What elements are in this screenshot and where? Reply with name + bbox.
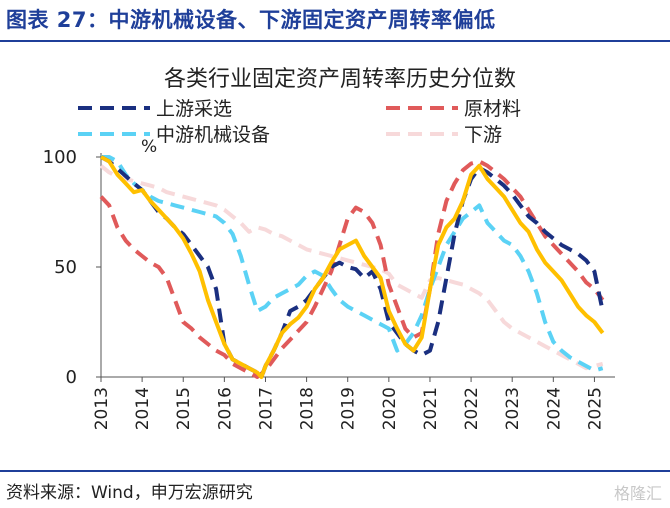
series-line-1: [100, 155, 605, 379]
figure-title: 图表 27：中游机械设备、下游固定资产周转率偏低: [6, 8, 496, 32]
turnover-percentile-chart: 各类行业固定资产周转率历史分位数 0 50 100 % 2013 2014 2015 2016 2…: [43, 67, 615, 430]
series-line-5: [100, 155, 605, 379]
y-tick-label: 100: [43, 147, 77, 168]
legend-label: 上游采选: [156, 98, 232, 120]
x-tick-label: 2017: [256, 387, 276, 430]
legend-label: 下游: [464, 124, 502, 146]
x-tick-label: 2015: [174, 387, 194, 430]
y-axis-unit: %: [141, 137, 157, 157]
x-tick-label: 2013: [92, 387, 112, 430]
x-tick-label: 2024: [544, 387, 564, 430]
legend-label: 中游机械设备: [156, 124, 270, 146]
x-tick-label: 2025: [585, 387, 605, 430]
source-divider: [0, 470, 670, 472]
watermark-text: 格隆汇: [613, 484, 662, 503]
series-line-2: [99, 159, 605, 379]
x-tick-label: 2014: [133, 387, 153, 430]
x-tick-label: 2018: [298, 387, 318, 430]
source-note: 资料来源：Wind，申万宏源研究: [6, 483, 253, 503]
x-tick-label: 2016: [215, 387, 235, 430]
series-line-3: [101, 155, 604, 373]
x-tick-label: 2020: [380, 387, 400, 430]
chart-title: 各类行业固定资产周转率历史分位数: [164, 67, 516, 92]
x-tick-label: 2022: [462, 387, 482, 430]
x-tick-label: 2023: [503, 387, 523, 430]
y-tick-label: 50: [54, 257, 77, 278]
legend-label: 原材料: [464, 98, 521, 120]
series-line-4: [99, 164, 604, 371]
x-tick-label: 2019: [339, 387, 359, 430]
title-divider: [0, 40, 670, 42]
x-tick-label: 2021: [421, 387, 441, 430]
y-tick-label: 0: [66, 367, 77, 388]
